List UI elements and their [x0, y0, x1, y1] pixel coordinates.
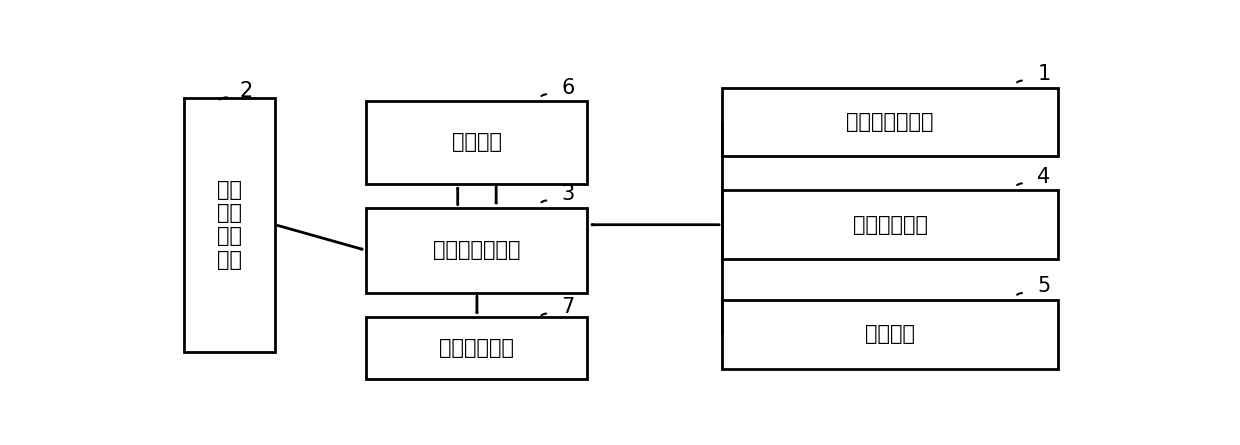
Text: 抽滤堆肥模块: 抽滤堆肥模块	[439, 338, 515, 358]
Text: 测定模块: 测定模块	[451, 133, 502, 153]
Text: 吸附
材料
制备
模块: 吸附 材料 制备 模块	[217, 180, 242, 270]
Text: 7: 7	[562, 297, 575, 317]
Text: 6: 6	[562, 78, 575, 97]
Bar	[367, 101, 588, 184]
Bar	[184, 98, 275, 352]
Text: 1: 1	[1038, 64, 1050, 84]
Text: 废液处理主模块: 废液处理主模块	[433, 240, 521, 260]
Bar	[367, 207, 588, 293]
Text: 3: 3	[562, 184, 575, 204]
Bar	[367, 317, 588, 379]
Bar	[722, 190, 1058, 259]
Text: 过滤模块: 过滤模块	[866, 324, 915, 344]
Text: 4: 4	[1038, 167, 1050, 187]
Bar	[722, 300, 1058, 368]
Text: 5: 5	[1038, 276, 1050, 296]
Text: 2: 2	[239, 81, 253, 101]
Bar	[722, 88, 1058, 156]
Text: 重金属处理模块: 重金属处理模块	[847, 112, 934, 132]
Text: 加压搅拌模块: 加压搅拌模块	[853, 215, 928, 235]
